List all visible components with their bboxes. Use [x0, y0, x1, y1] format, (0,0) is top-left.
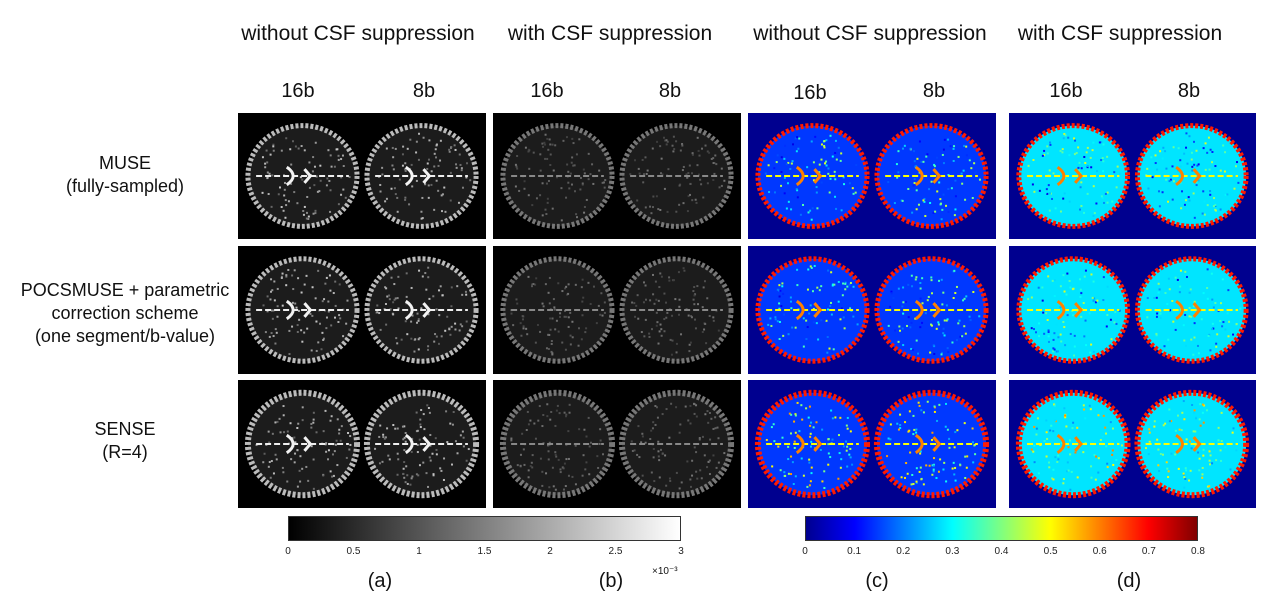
- panel-b-pocsmuse: [493, 246, 741, 374]
- row-label-line: (fully-sampled): [65, 176, 185, 196]
- colorbar-tick-label: 0.3: [945, 546, 960, 557]
- subheader-d-8b: 8b: [1177, 80, 1201, 102]
- panel-label-b: (b): [598, 570, 624, 592]
- header-col-d: with CSF suppression: [1017, 22, 1223, 45]
- colorbar-tick-label: 1: [416, 546, 422, 557]
- colorbar-tick-label: 0.1: [847, 546, 862, 557]
- colormap-brain-image: [1009, 380, 1256, 508]
- colorbar-tick-label: 0.4: [994, 546, 1009, 557]
- panel-c-pocsmuse: [748, 246, 996, 374]
- colorbar-tick-label: 3: [678, 546, 684, 557]
- subheader-d-16b: 16b: [1049, 80, 1083, 102]
- row-label-sense: SENSE (R=4): [10, 418, 240, 464]
- grayscale-brain-image: [493, 246, 741, 374]
- panel-a-sense: [238, 380, 486, 508]
- subheader-a-16b: 16b: [281, 80, 315, 102]
- colorbar-tick-label: 0.5: [346, 546, 361, 557]
- row-label-line: (one segment/b-value): [34, 326, 216, 346]
- panel-a-muse: [238, 113, 486, 239]
- row-label-line: POCSMUSE + parametric: [20, 280, 230, 300]
- panel-d-pocsmuse: [1009, 246, 1256, 374]
- subheader-a-8b: 8b: [412, 80, 436, 102]
- jet-colorbar: [805, 516, 1198, 541]
- row-label-line: correction scheme: [51, 303, 199, 323]
- gray-colorbar: [288, 516, 681, 541]
- panel-c-muse: [748, 113, 996, 239]
- row-label-line: SENSE: [94, 419, 156, 439]
- colorbar-tick-label: 0.7: [1141, 546, 1156, 557]
- panel-label-c: (c): [865, 570, 889, 592]
- colorbar-tick-label: 0: [285, 546, 291, 557]
- gray-colorbar-exponent: ×10⁻³: [652, 566, 678, 577]
- colorbar-tick-label: 0.2: [896, 546, 911, 557]
- grayscale-brain-image: [238, 113, 486, 239]
- panel-d-muse: [1009, 113, 1256, 239]
- colorbar-tick-label: 0.5: [1043, 546, 1058, 557]
- colormap-brain-image: [748, 380, 996, 508]
- grayscale-brain-image: [493, 380, 741, 508]
- colorbar-tick-label: 0.6: [1092, 546, 1107, 557]
- subheader-b-8b: 8b: [658, 80, 682, 102]
- header-col-a: without CSF suppression: [241, 22, 475, 45]
- grayscale-brain-image: [493, 113, 741, 239]
- header-col-b: with CSF suppression: [507, 22, 713, 45]
- colormap-brain-image: [1009, 246, 1256, 374]
- colorbar-tick-label: 2: [547, 546, 553, 557]
- subheader-b-16b: 16b: [530, 80, 564, 102]
- grayscale-brain-image: [238, 246, 486, 374]
- colorbar-tick-label: 1.5: [477, 546, 492, 557]
- panel-c-sense: [748, 380, 996, 508]
- row-label-muse: MUSE (fully-sampled): [10, 152, 240, 198]
- subheader-c-8b: 8b: [922, 80, 946, 102]
- panel-label-a: (a): [367, 570, 393, 592]
- panel-label-d: (d): [1116, 570, 1142, 592]
- colorbar-tick-label: 0: [802, 546, 808, 557]
- panel-a-pocsmuse: [238, 246, 486, 374]
- panel-b-muse: [493, 113, 741, 239]
- header-col-c: without CSF suppression: [753, 22, 987, 45]
- colormap-brain-image: [748, 246, 996, 374]
- colorbar-tick-label: 2.5: [608, 546, 623, 557]
- row-label-pocsmuse: POCSMUSE + parametric correction scheme …: [10, 279, 240, 348]
- panel-d-sense: [1009, 380, 1256, 508]
- colormap-brain-image: [748, 113, 996, 239]
- colormap-brain-image: [1009, 113, 1256, 239]
- row-label-line: MUSE: [98, 153, 151, 173]
- colorbar-tick-label: 0.8: [1191, 546, 1205, 557]
- row-label-line: (R=4): [102, 442, 148, 462]
- subheader-c-16b: 16b: [793, 82, 827, 104]
- panel-b-sense: [493, 380, 741, 508]
- grayscale-brain-image: [238, 380, 486, 508]
